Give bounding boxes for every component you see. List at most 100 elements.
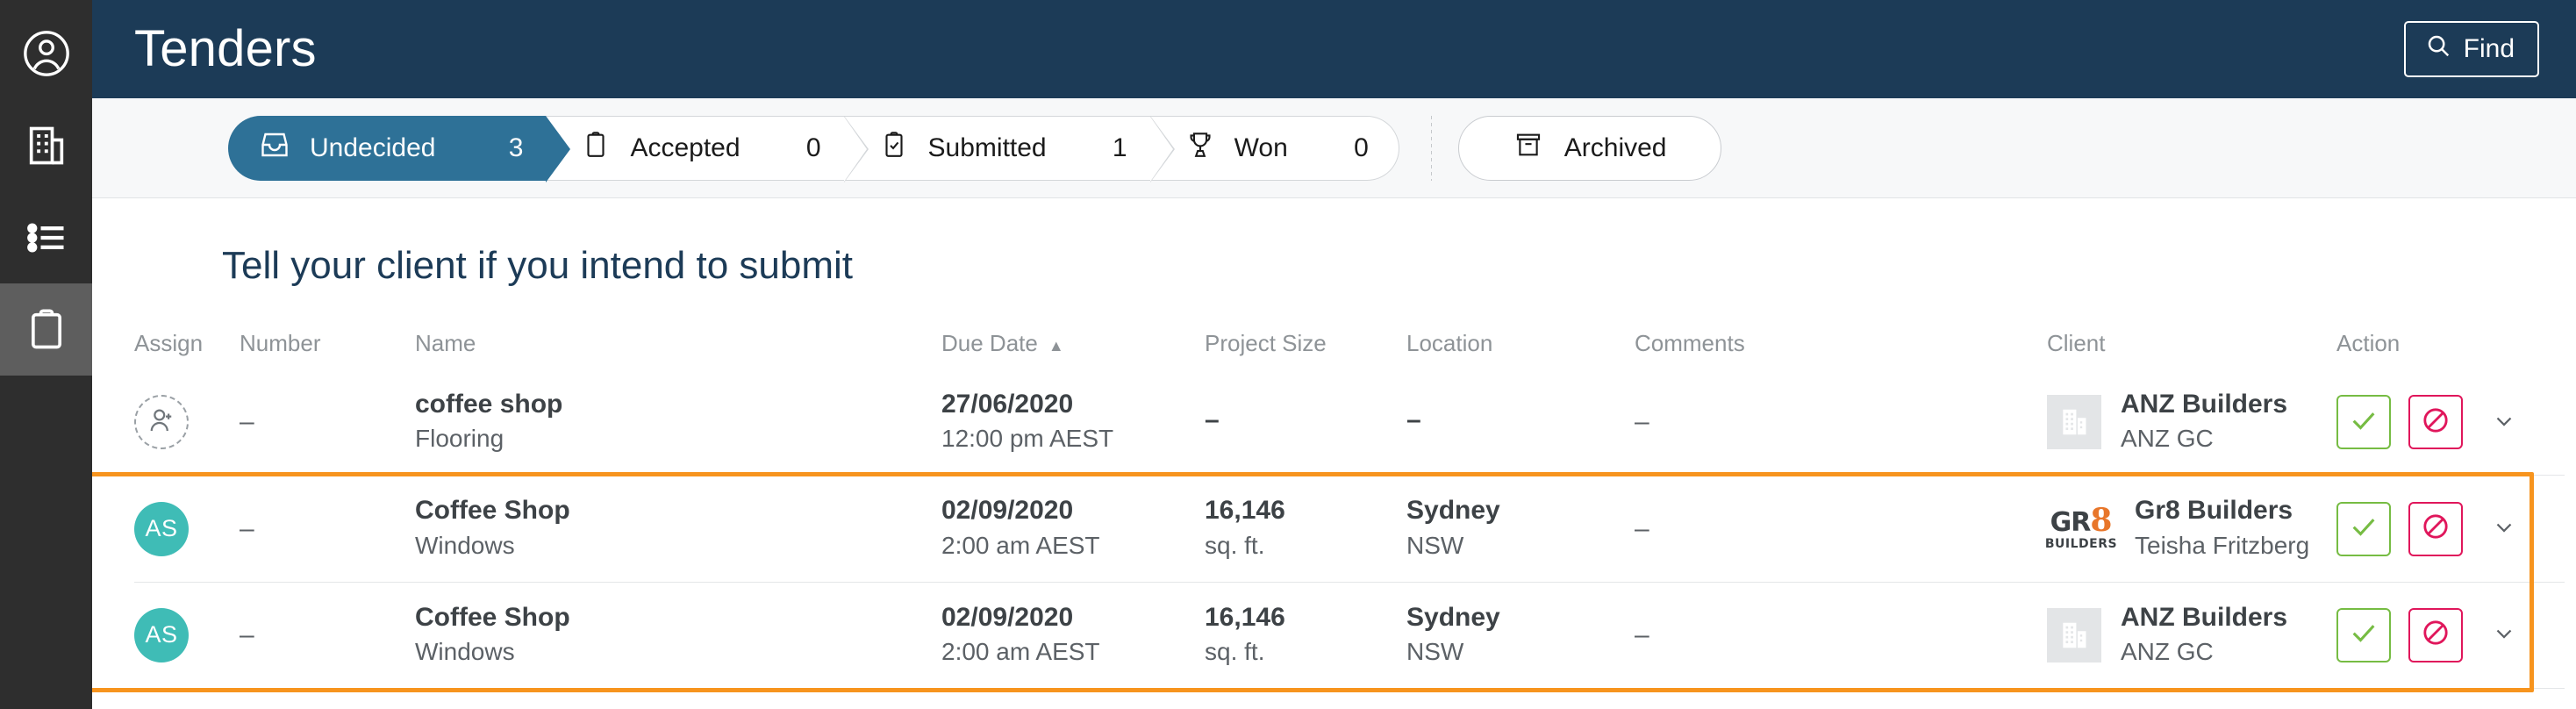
sidebar-item-account[interactable]: [0, 7, 92, 99]
decline-button[interactable]: [2408, 395, 2463, 450]
client-logo-generic: [2047, 607, 2101, 662]
tender-name: Coffee Shop: [415, 602, 570, 632]
tender-name: coffee shop: [415, 390, 563, 419]
location-state: NSW: [1406, 638, 1464, 666]
list-icon: [24, 215, 69, 261]
check-icon: [2349, 618, 2379, 652]
cell-name: coffee shop Flooring: [415, 369, 941, 476]
row-number: –: [240, 619, 254, 649]
archived-button-label: Archived: [1563, 132, 1667, 162]
column-header-project-size[interactable]: Project Size: [1205, 330, 1327, 356]
cell-location: –: [1406, 369, 1635, 476]
project-size: 16,146: [1205, 496, 1285, 526]
table-row[interactable]: AS – Coffee Shop Windows 02/09/2020 2:00…: [134, 582, 2565, 690]
column-header-location[interactable]: Location: [1406, 330, 1493, 356]
tab-strip: Undecided 3 Accepted 0: [92, 98, 2576, 198]
archived-button[interactable]: Archived: [1457, 115, 1722, 181]
chevron-down-icon: [2491, 407, 2517, 438]
tender-trade: Windows: [415, 531, 515, 559]
cell-assign: AS: [134, 475, 240, 583]
column-header-due-date[interactable]: Due Date ▲: [941, 330, 1205, 369]
tab-submitted[interactable]: Submitted 1: [843, 115, 1175, 183]
assignee-avatar[interactable]: AS: [134, 607, 189, 662]
table-row[interactable]: AS – Coffee Shop Windows 02/09/2020 2:00…: [134, 475, 2565, 583]
sidebar-item-tenders[interactable]: [0, 283, 92, 376]
cell-due-date: 02/09/2020 2:00 am AEST: [941, 582, 1205, 690]
client-name: ANZ Builders: [2121, 390, 2288, 419]
main-pane: Tenders Find: [92, 0, 2576, 709]
column-header-assign[interactable]: Assign: [134, 330, 204, 356]
accept-button[interactable]: [2336, 607, 2391, 662]
cell-comments: –: [1635, 475, 2047, 583]
client-contact: ANZ GC: [2121, 638, 2214, 666]
column-header-number[interactable]: Number: [240, 330, 321, 356]
client-logo-generic: [2047, 395, 2101, 450]
tab-chevron-shape-inner: [843, 116, 867, 182]
cell-due-date: 27/06/2020 12:00 pm AEST: [941, 369, 1205, 476]
comments-value: –: [1635, 619, 1649, 649]
client-logo-gr8-builders: GR 8 BUILDERS: [2044, 501, 2118, 556]
archive-box-icon: [1513, 130, 1543, 167]
cell-due-date: 02/09/2020 2:00 am AEST: [941, 475, 1205, 583]
row-number: –: [240, 513, 254, 543]
column-header-comments[interactable]: Comments: [1635, 330, 1745, 356]
comments-value: –: [1635, 513, 1649, 543]
project-size-unit: sq. ft.: [1205, 531, 1265, 559]
column-header-client[interactable]: Client: [2047, 330, 2106, 356]
tender-name: Coffee Shop: [415, 496, 570, 526]
column-header-due-date-label: Due Date: [941, 330, 1038, 356]
project-size: –: [1205, 405, 1220, 435]
cell-assign: [134, 369, 240, 476]
content-area: Tell your client if you intend to submit…: [92, 198, 2576, 709]
cell-action: [2336, 369, 2565, 476]
cell-comments: –: [1635, 582, 2047, 690]
chevron-down-icon: [2491, 619, 2517, 650]
client-name: ANZ Builders: [2121, 602, 2288, 632]
find-button[interactable]: Find: [2403, 21, 2539, 77]
due-time: 12:00 pm AEST: [941, 425, 1114, 453]
assignee-avatar[interactable]: AS: [134, 501, 189, 556]
accept-button[interactable]: [2336, 395, 2391, 450]
sidebar-item-company[interactable]: [0, 99, 92, 191]
column-header-name[interactable]: Name: [415, 330, 476, 356]
cell-client: ANZ Builders ANZ GC: [2047, 369, 2336, 476]
accept-button[interactable]: [2336, 501, 2391, 556]
tab-submitted-label: Submitted: [927, 132, 1047, 162]
tab-submitted-count: 1: [1112, 132, 1127, 162]
chevron-down-icon: [2491, 513, 2517, 544]
more-options-button[interactable]: [2480, 513, 2528, 544]
tenders-table: Assign Number Name Due Date ▲ Project Siz…: [134, 330, 2565, 690]
tab-accepted[interactable]: Accepted 0: [546, 115, 869, 183]
due-date: 02/09/2020: [941, 496, 1074, 526]
gr8-logo-builders: BUILDERS: [2044, 536, 2118, 551]
tab-undecided-count: 3: [508, 132, 524, 162]
tab-accepted-count: 0: [805, 132, 821, 162]
location-city: Sydney: [1406, 602, 1500, 632]
tab-won[interactable]: Won 0: [1149, 115, 1399, 181]
tab-divider: [1430, 115, 1432, 181]
more-options-button[interactable]: [2480, 407, 2528, 438]
tab-undecided[interactable]: Undecided 3: [228, 115, 571, 183]
assign-user-button[interactable]: [134, 395, 189, 450]
sidebar-item-projects[interactable]: [0, 191, 92, 283]
tab-chevron-shape-inner: [546, 116, 569, 182]
more-options-button[interactable]: [2480, 619, 2528, 650]
check-icon: [2349, 512, 2379, 546]
decline-button[interactable]: [2408, 607, 2463, 662]
due-date: 27/06/2020: [941, 390, 1074, 419]
search-icon: [2425, 32, 2451, 66]
row-number: –: [240, 407, 254, 437]
gr8-logo-8: 8: [2090, 501, 2113, 539]
add-user-icon: [146, 405, 177, 440]
table-row[interactable]: – coffee shop Flooring 27/06/2020 12:00 …: [134, 369, 2565, 476]
cell-number: –: [240, 475, 415, 583]
cell-project-size: –: [1205, 369, 1406, 476]
sidebar: [0, 0, 92, 709]
cell-project-size: 16,146 sq. ft.: [1205, 475, 1406, 583]
tender-trade: Flooring: [415, 425, 504, 453]
location-city: Sydney: [1406, 496, 1500, 526]
cell-project-size: 16,146 sq. ft.: [1205, 582, 1406, 690]
decline-button[interactable]: [2408, 501, 2463, 556]
tab-won-count: 0: [1354, 132, 1369, 162]
